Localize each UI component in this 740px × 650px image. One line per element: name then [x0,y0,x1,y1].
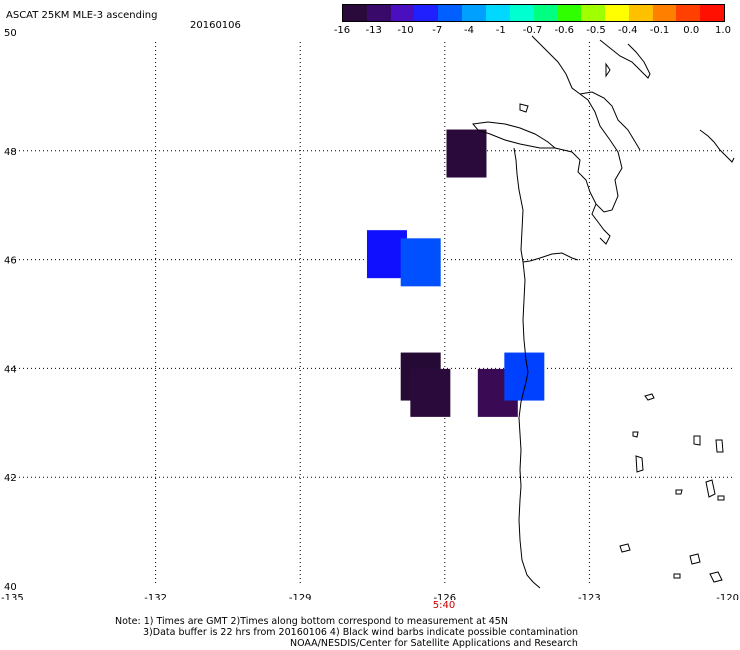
colorbar-swatch [700,5,724,21]
lon-tick-label: -120 [716,593,739,600]
colorbar-swatch [462,5,486,21]
note-line-1: Note: 1) Times are GMT 2)Times along bot… [115,616,508,627]
lake [709,571,723,583]
lake [635,455,644,473]
lake [632,431,639,438]
data-cell [400,238,441,287]
lon-tick-label: -135 [1,593,24,600]
note-line-3: NOAA/NESDIS/Center for Satellite Applica… [290,638,578,649]
data-cell [446,129,487,178]
lake [644,393,655,401]
time-label: 5:40 [432,600,456,611]
lake [693,435,701,446]
colorbar-swatch [604,5,629,21]
colorbar [342,4,725,22]
lake [675,489,683,495]
lake [605,62,611,78]
colorbar-swatch [581,5,605,21]
lake [689,553,701,565]
colorbar-label: 0.0 [683,25,700,36]
colorbar-label: -0.5 [586,25,606,36]
colorbar-label: -16 [333,25,351,36]
lat-tick-label: 40 [4,582,17,593]
colorbar-swatch [485,5,510,21]
colorbar-swatch [366,5,391,21]
data-cell [366,230,407,279]
colorbar-label: -1 [495,25,506,36]
colorbar-label: -0.7 [522,25,543,36]
lat-tick-label: 42 [4,473,17,484]
lake [705,479,716,498]
colorbar-swatch [438,5,463,21]
lat-tick-label: 48 [4,147,17,158]
data-cell [504,352,545,401]
coastline-inland [531,35,623,213]
coastline [472,35,735,589]
grid-lines [11,42,734,586]
colorbar-label: -0.6 [554,25,575,36]
colorbar-label: -4 [464,25,474,36]
map-title: ASCAT 25KM MLE-3 ascending [6,10,158,21]
colorbar-swatch [343,5,367,21]
colorbar-label: -0.4 [617,25,638,36]
lon-tick-label: -132 [144,593,167,600]
colorbar-swatch [557,5,582,21]
lake [673,573,681,579]
colorbar-label: -0.1 [649,25,670,36]
axis-labels: -135 -132 -129 -126 -123 -120 40 42 44 46 48 50 [1,28,739,600]
map-date: 20160106 [190,20,241,31]
colorbar-swatch [533,5,558,21]
colorbar-swatch [414,5,439,21]
coastline-north2 [599,39,651,79]
coastline-river [522,252,579,263]
coastline-mainland [513,147,541,589]
colorbar-swatch [390,5,415,21]
colorbar-label: -13 [365,25,382,36]
map-plot: -135 -132 -129 -126 -123 -120 40 42 44 46 48 50 [1,28,739,600]
coastline-inlet [699,129,735,163]
colorbar-labels: -16 -13 -10 -7 -4 -1 -0.7 -0.6 -0.5 -0.4 -0.1 0.0 1.… [334,25,731,37]
lat-tick-label: 44 [4,364,17,375]
lat-tick-label: 46 [4,256,17,267]
note-line-2: 3)Data buffer is 22 hrs from 20160106 4)… [143,627,579,638]
colorbar-swatch [509,5,534,21]
colorbar-label: 1.0 [715,25,731,36]
coastline-north [579,91,641,151]
colorbar-label: -10 [397,25,414,36]
data-cells [366,129,545,417]
lon-tick-label: -129 [289,593,312,600]
colorbar-label: -7 [432,25,443,36]
colorbar-swatch [652,5,677,21]
lat-tick-label: 50 [4,28,17,39]
lake [717,495,725,501]
lon-tick-label: -123 [578,593,601,600]
colorbar-swatch [676,5,701,21]
colorbar-swatch [628,5,653,21]
lon-tick-label: -126 [433,593,456,600]
coastline-sound [591,203,611,245]
lake [715,439,724,453]
lake [619,543,631,553]
data-cell [410,368,451,417]
lake [519,103,529,113]
